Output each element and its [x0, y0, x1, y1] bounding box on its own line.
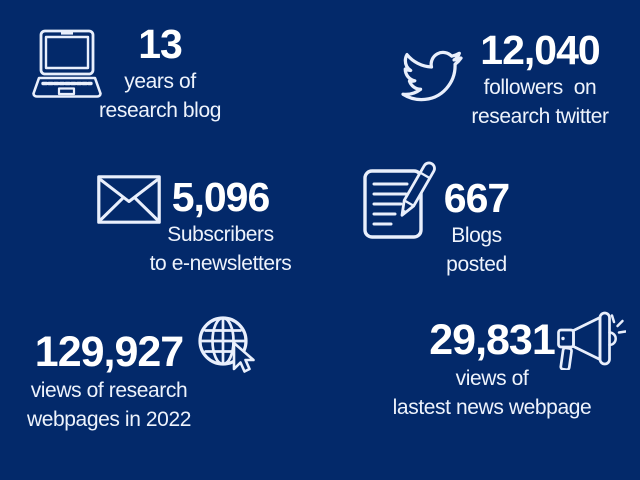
megaphone-icon	[556, 311, 626, 370]
envelope-icon	[97, 175, 161, 224]
stat-label-line2: research twitter	[471, 105, 609, 128]
stat-label-line2: to e-newsletters	[149, 252, 292, 275]
stat-label-line2: webpages in 2022	[26, 408, 192, 431]
stat-value: 129,927	[34, 328, 184, 376]
stat-label-line2: lastest news webpage	[392, 396, 592, 419]
twitter-bird-icon	[399, 47, 465, 105]
laptop-icon	[28, 28, 104, 106]
notepad-pencil-icon	[361, 159, 443, 239]
stat-news-webpage-views: 29,831 views of lastest news webpage	[386, 316, 598, 422]
stat-label-line2: research blog	[98, 99, 222, 122]
stat-twitter-followers: 12,040 followers on research twitter	[438, 27, 640, 131]
stat-blog-years: 13 years of research blog	[85, 21, 235, 125]
stat-value: 29,831	[429, 316, 556, 364]
stat-label-line1: Blogs	[451, 224, 502, 247]
stat-label-line2: posted	[446, 253, 507, 276]
globe-cursor-icon	[198, 314, 260, 378]
stat-webpage-views: 129,927 views of research webpages in 20…	[16, 328, 202, 434]
stat-label-line1: views of research	[30, 379, 188, 402]
stat-newsletter-subscribers: 5,096 Subscribers to e-newsletters	[133, 174, 308, 278]
stat-label-line1: followers on	[483, 76, 597, 99]
stat-value: 13	[138, 21, 183, 67]
stat-value: 12,040	[480, 27, 600, 73]
stat-label-line1: Subscribers	[167, 223, 274, 246]
stat-label-line1: views of	[455, 367, 529, 390]
stat-value: 667	[443, 175, 510, 221]
stat-label-line1: years of	[124, 70, 196, 93]
stat-value: 5,096	[171, 174, 271, 220]
stat-blogs-posted: 667 Blogs posted	[394, 175, 559, 279]
